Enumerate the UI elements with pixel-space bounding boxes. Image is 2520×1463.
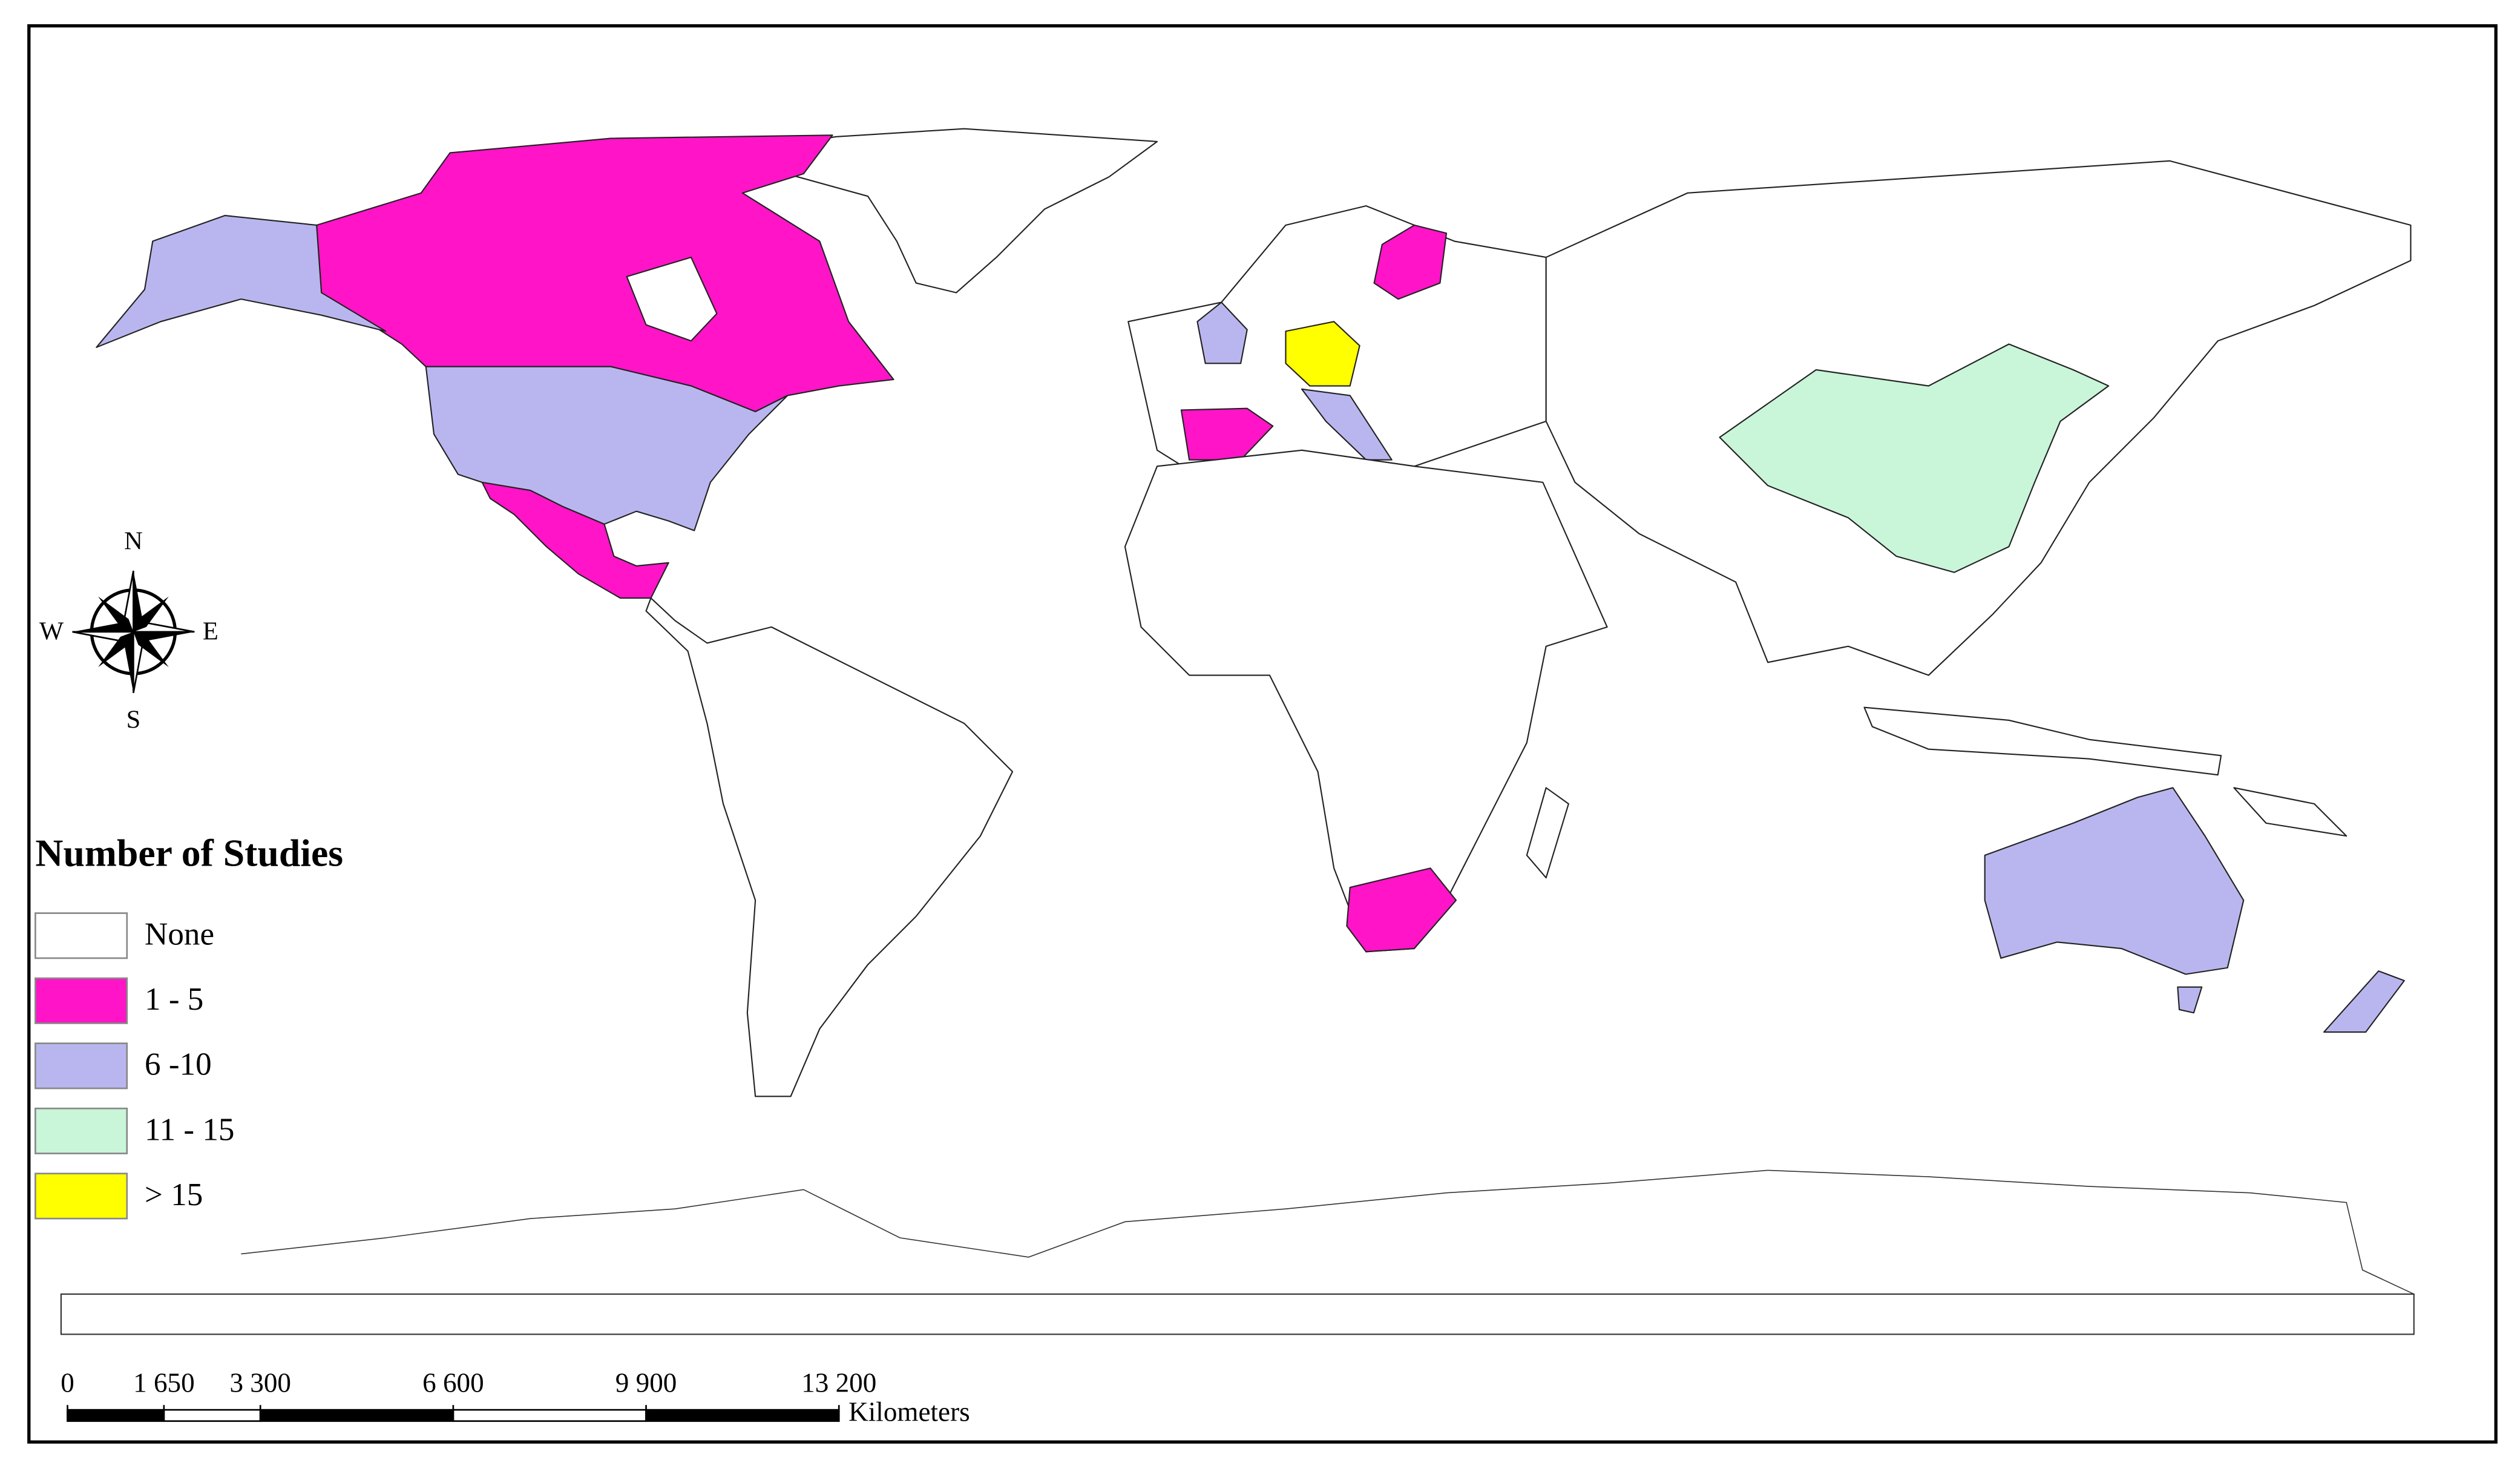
legend-label: 1 - 5 <box>145 982 203 1017</box>
legend: None 1 - 5 6 -10 11 - 15 > 15 <box>34 912 235 1220</box>
country <box>1180 407 1274 461</box>
country <box>96 214 387 348</box>
coastline <box>241 1169 2415 1295</box>
scale-label: 3 300 <box>229 1368 291 1398</box>
compass-point <box>133 596 169 632</box>
country <box>1285 321 1360 387</box>
scale-label: 0 <box>61 1368 74 1398</box>
country <box>1301 388 1393 461</box>
island <box>2323 970 2405 1033</box>
antarctica-strip <box>60 1293 2415 1335</box>
compass-point <box>72 622 134 632</box>
scale-segment <box>163 1409 261 1422</box>
scale-label: 6 600 <box>422 1368 484 1398</box>
country <box>1984 787 2245 975</box>
compass-point <box>133 570 143 632</box>
legend-label: 11 - 15 <box>145 1112 235 1147</box>
legend-swatch <box>34 1107 128 1154</box>
compass-point <box>133 631 169 668</box>
legend-swatch <box>34 977 128 1024</box>
island <box>2177 986 2203 1014</box>
legend-label: > 15 <box>145 1177 203 1212</box>
landmass <box>738 128 1158 294</box>
country <box>1373 224 1448 300</box>
scale-label: 1 650 <box>133 1368 195 1398</box>
country <box>1346 867 1457 953</box>
country <box>481 481 669 599</box>
compass-point <box>97 631 134 668</box>
bay <box>626 257 718 342</box>
landmass <box>645 597 1014 1097</box>
legend-swatch <box>34 912 128 959</box>
compass-west: W <box>39 617 64 645</box>
scale-label: 13 200 <box>801 1368 876 1398</box>
legend-swatch <box>34 1172 128 1220</box>
land-masses <box>60 128 2415 1335</box>
legend-label: None <box>145 917 214 952</box>
compass-point <box>133 631 195 642</box>
scale-segment <box>452 1409 647 1422</box>
island <box>1863 706 2222 776</box>
scale-segment <box>645 1409 840 1422</box>
legend-label: 6 -10 <box>145 1047 212 1082</box>
legend-title: Number of Studies <box>35 831 343 874</box>
compass-east: E <box>203 617 218 645</box>
country <box>425 366 789 531</box>
compass-south: S <box>126 705 141 734</box>
scale-label: 9 900 <box>615 1368 677 1398</box>
scale-segment <box>67 1409 165 1422</box>
country <box>1196 301 1248 364</box>
country <box>1719 343 2110 573</box>
island <box>1526 787 1569 879</box>
compass-rose: N S E W <box>39 527 218 734</box>
compass-point <box>123 631 134 693</box>
compass-point <box>97 596 134 632</box>
legend-swatch <box>34 1042 128 1090</box>
island <box>2233 787 2348 837</box>
compass-north: N <box>124 527 143 556</box>
scale-unit: Kilometers <box>848 1396 970 1427</box>
scale-segment <box>259 1409 454 1422</box>
